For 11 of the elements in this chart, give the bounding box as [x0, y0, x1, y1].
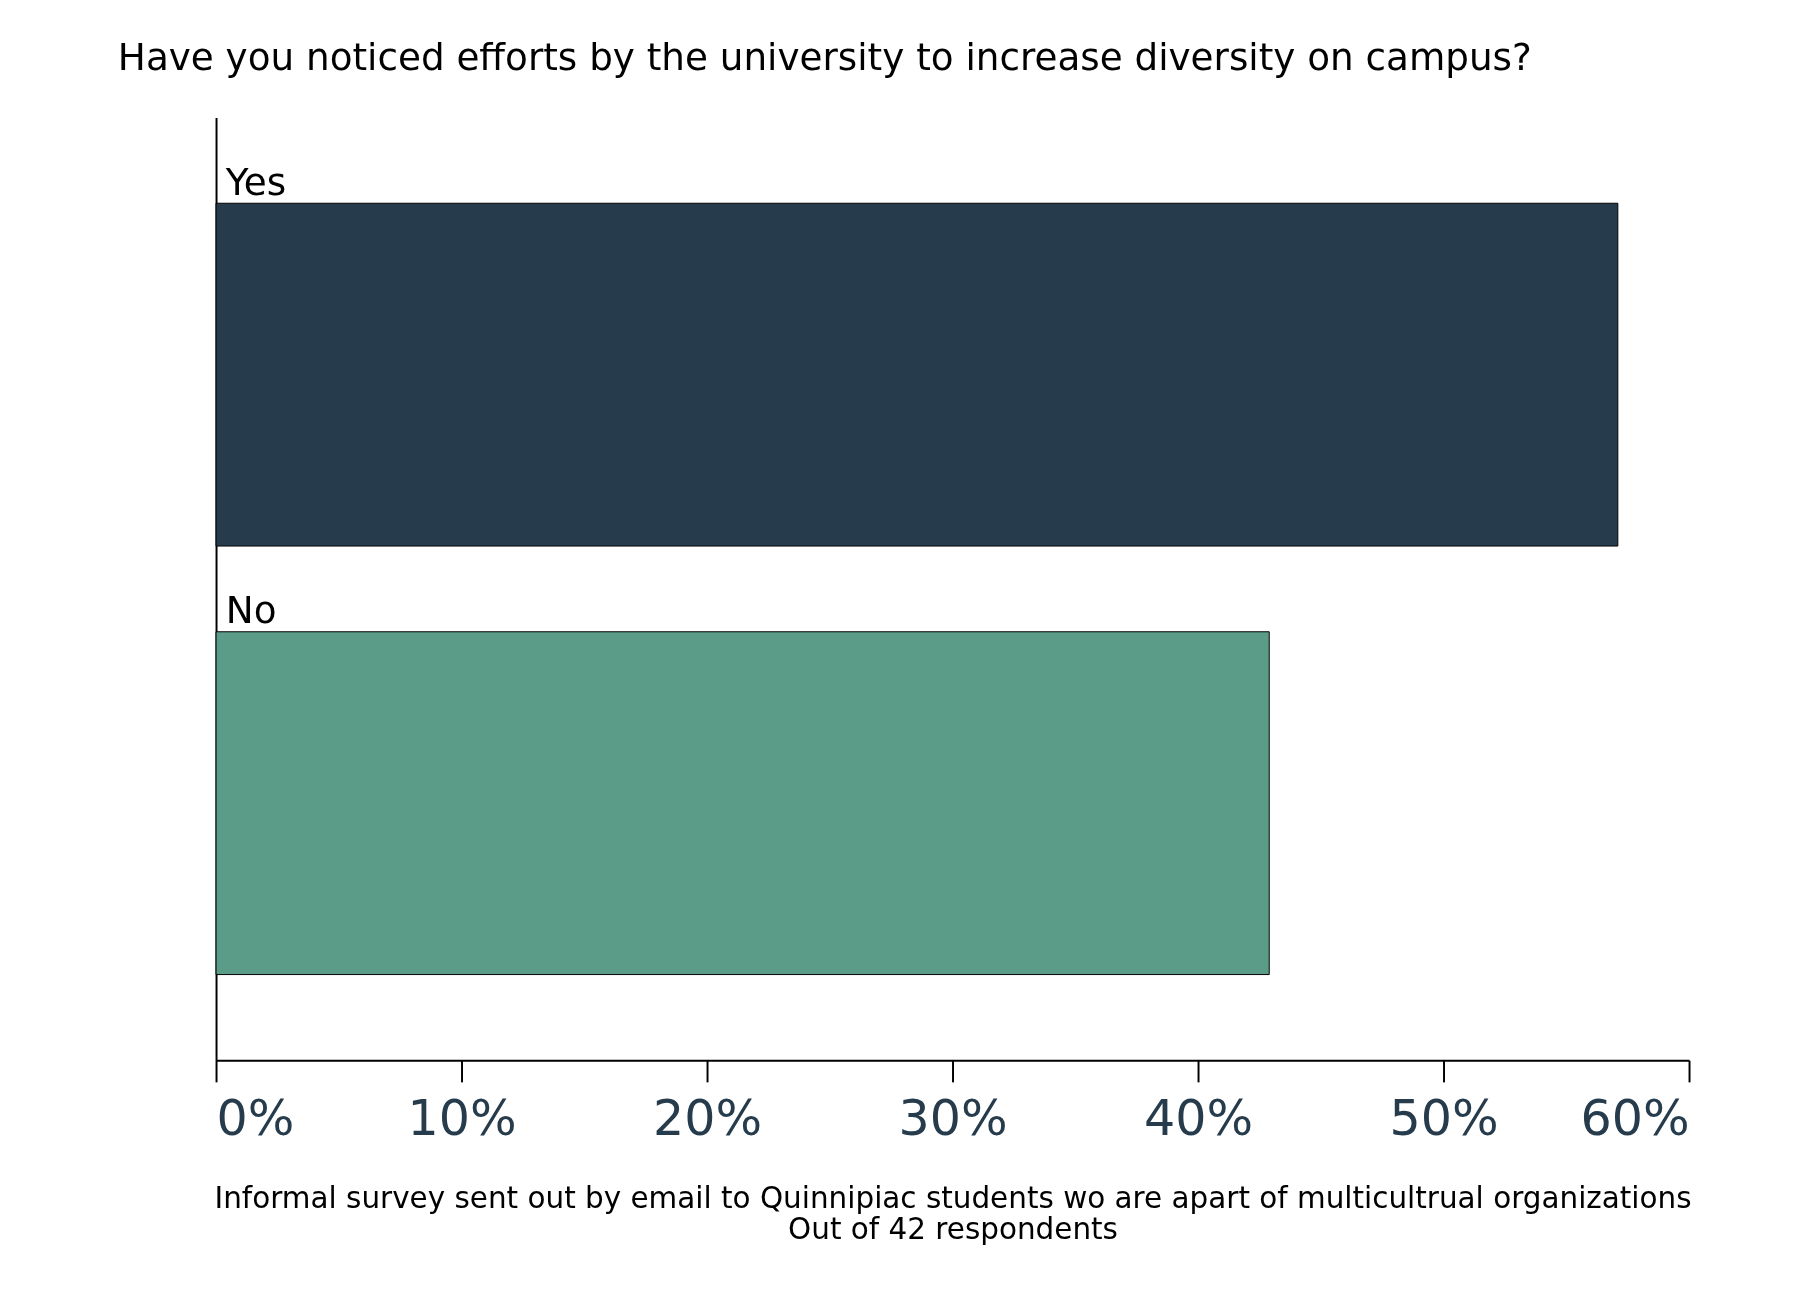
x-tick-label: 40% — [1143, 1089, 1254, 1148]
x-tick-label: 20% — [652, 1089, 763, 1148]
chart-title: Have you noticed efforts by the university to increase diversity on campus? — [117, 35, 1532, 80]
y-tick-label: No — [225, 588, 277, 633]
x-tick-label: 30% — [898, 1089, 1008, 1148]
x-tick-label: 0% — [216, 1089, 295, 1148]
y-tick-label: Yes — [224, 159, 287, 204]
x-tick-label: 60% — [1580, 1089, 1690, 1148]
text: Informal survey sent out by email to Quinnipiac students wo are apart of multicultrual organizations — [214, 1181, 1692, 1216]
x-tick-label: 10% — [407, 1089, 517, 1148]
x-tick-label: 50% — [1389, 1089, 1499, 1148]
